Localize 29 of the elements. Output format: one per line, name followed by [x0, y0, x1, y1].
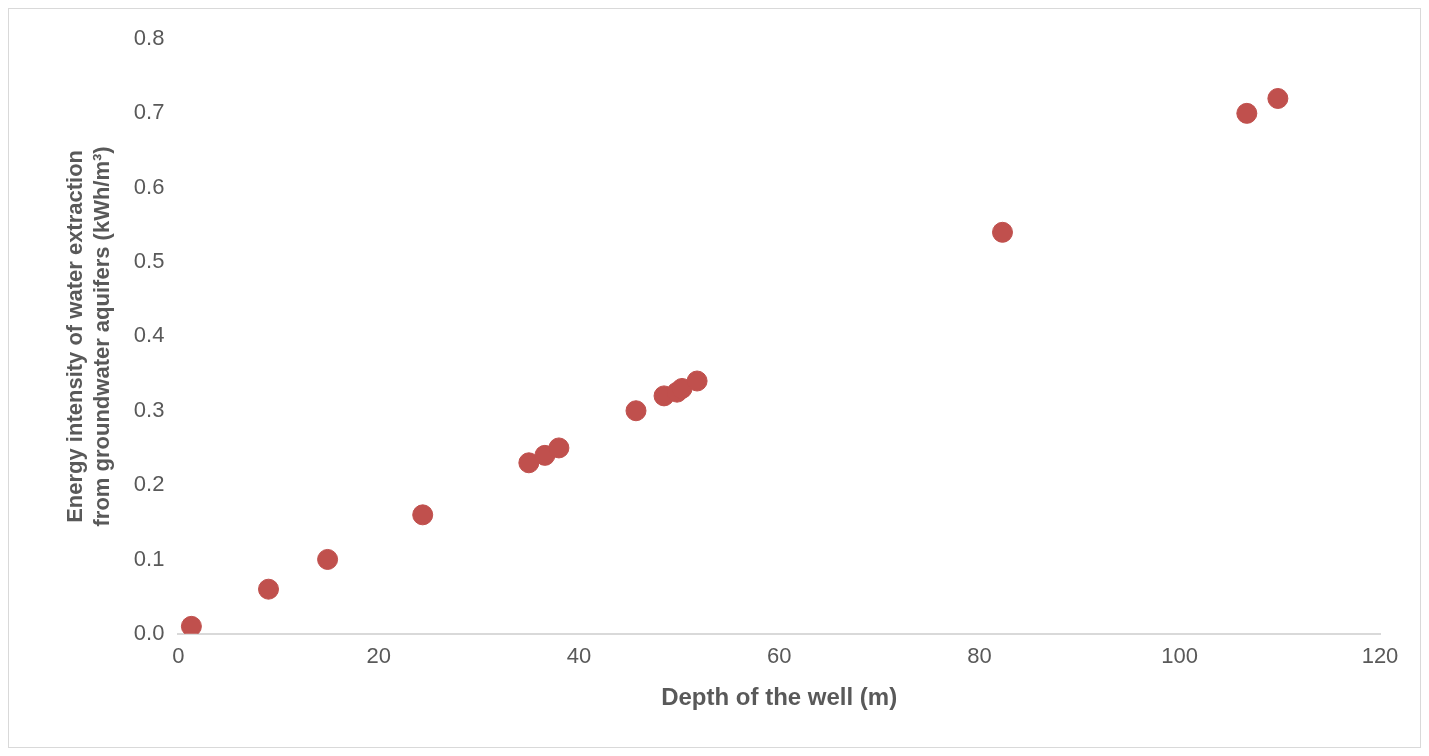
point: [518, 452, 540, 474]
point: [625, 400, 647, 422]
x-tick-label: 120: [1361, 643, 1399, 669]
x-axis-title: Depth of the well (m): [661, 683, 898, 711]
y-tick-label: 0.7: [133, 99, 165, 125]
y-tick-label: 0.6: [133, 173, 165, 199]
point: [686, 370, 708, 392]
x-tick-label: 100: [1161, 643, 1199, 669]
y-tick-label: 0.4: [133, 322, 165, 348]
point: [258, 578, 279, 600]
point: [1236, 102, 1258, 124]
x-tick-label: 80: [967, 643, 992, 669]
point: [1267, 87, 1289, 109]
x-tick-label: 60: [766, 643, 792, 669]
point: [548, 437, 570, 459]
y-tick-label: 0.8: [133, 25, 165, 51]
point: [180, 615, 202, 634]
point: [991, 221, 1013, 243]
y-tick-label: 0.3: [133, 396, 165, 422]
y-tick-label: 0.0: [133, 619, 165, 645]
x-tick-label: 20: [366, 643, 391, 669]
y-tick-label: 0.2: [133, 471, 165, 497]
point: [317, 548, 339, 570]
y-tick-label: 0.1: [133, 545, 165, 571]
y-axis-title: Energy intensity of water extraction from groundwater aquifers (kWh/m³): [62, 146, 114, 527]
x-tick-label: 0: [172, 643, 185, 669]
point: [412, 504, 434, 526]
y-tick-label: 0.5: [133, 248, 165, 274]
x-tick-label: 40: [566, 643, 592, 669]
